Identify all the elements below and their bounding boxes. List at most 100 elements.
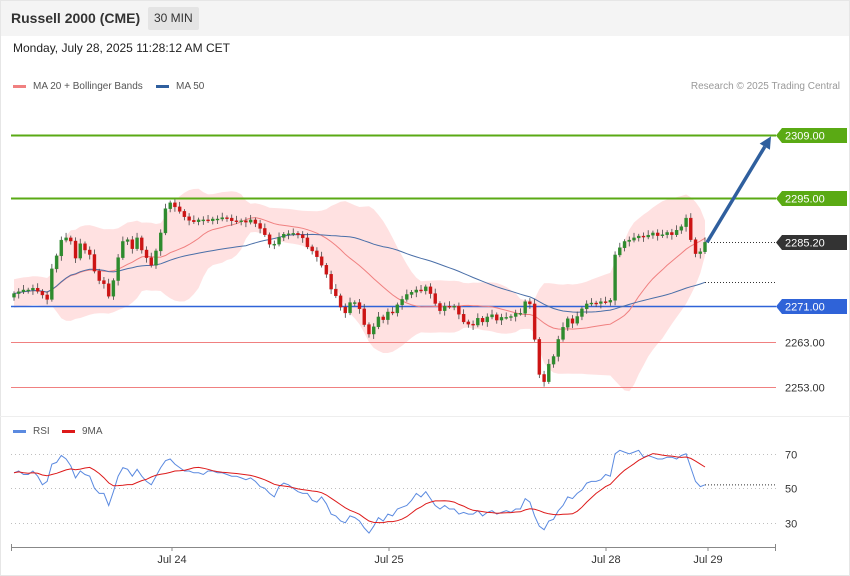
timeframe-badge[interactable]: 30 MIN: [148, 7, 199, 30]
candle-113: [547, 359, 551, 384]
candle-95: [461, 309, 466, 325]
legend-rsi: RSI: [13, 426, 50, 437]
candle-body-66: [324, 265, 329, 275]
candle-body-103: [499, 317, 504, 321]
candle-76: [371, 323, 376, 339]
candle-body-146: [703, 242, 707, 252]
candle-body-104: [504, 317, 508, 319]
candle-125: [603, 296, 608, 305]
candle-body-2: [21, 289, 26, 292]
candle-90: [438, 301, 442, 315]
candle-body-128: [618, 247, 622, 256]
candle-47: [234, 215, 239, 224]
candle-137: [660, 229, 665, 238]
candle-116: [561, 322, 565, 342]
candle-body-64: [315, 250, 319, 257]
candle-45: [225, 215, 229, 222]
candle-29: [149, 252, 153, 268]
candle-body-16: [88, 249, 92, 255]
candle-140: [674, 225, 679, 237]
candle-5: [35, 283, 40, 294]
candle-107: [518, 308, 523, 316]
level-tag-2: [776, 235, 847, 250]
candle-body-38: [192, 220, 196, 222]
candle-82: [400, 295, 404, 310]
candle-115: [556, 335, 560, 362]
candle-87: [424, 284, 428, 295]
candle-body-33: [168, 202, 172, 209]
candle-27: [140, 235, 144, 254]
candle-body-83: [405, 294, 409, 300]
candle-body-106: [513, 313, 518, 317]
arrow-head: [759, 136, 771, 150]
candle-body-14: [78, 243, 82, 259]
candle-32: [163, 203, 168, 236]
candle-body-137: [660, 234, 665, 236]
candle-body-120: [580, 308, 584, 317]
candle-body-7: [45, 294, 49, 300]
candle-100: [485, 313, 489, 327]
candle-31: [159, 229, 163, 256]
candle-body-21: [111, 280, 116, 297]
time-axis: Jul 24 Jul 25 Jul 28 Jul 29: [11, 544, 776, 566]
candle-102: [495, 312, 499, 324]
x-tick-label-3: Jul 29: [693, 554, 722, 566]
candle-135: [651, 230, 655, 239]
candle-body-28: [144, 249, 149, 258]
candle-101: [490, 309, 494, 320]
candle-57: [282, 232, 286, 242]
level-label-4: 2263.00: [785, 338, 825, 350]
level-label-3: 2271.00: [785, 302, 825, 314]
candle-25: [130, 236, 135, 254]
candle-body-115: [556, 339, 560, 357]
candle-54: [267, 232, 272, 248]
candle-132: [637, 233, 641, 242]
candle-144: [693, 237, 698, 258]
candle-body-101: [490, 314, 494, 318]
candle-body-23: [121, 241, 125, 258]
candle-34: [173, 199, 177, 212]
candle-43: [215, 215, 220, 224]
candle-body-140: [674, 230, 679, 235]
candle-124: [599, 298, 603, 309]
candle-body-139: [670, 232, 674, 235]
target-arrow: [705, 136, 771, 244]
candle-body-71: [348, 302, 352, 314]
price-levels: 2309.00 2295.00 2285.20 2271.00 2263.00 2253.…: [11, 128, 847, 395]
candle-22: [116, 254, 120, 286]
candle-134: [646, 230, 650, 240]
candle-128: [618, 242, 622, 258]
candle-body-129: [622, 241, 627, 248]
candle-72: [353, 300, 357, 307]
candle-63: [310, 244, 314, 255]
candle-52: [258, 219, 262, 234]
chart-header: Russell 2000 (CME) 30 MIN: [0, 0, 850, 36]
candle-body-114: [551, 356, 556, 365]
level-label-5: 2253.00: [785, 383, 825, 395]
candle-body-29: [149, 257, 153, 266]
candle-body-69: [338, 295, 343, 308]
candle-36: [182, 209, 187, 221]
candle-body-131: [632, 237, 636, 241]
moving-averages: [13, 217, 706, 330]
candle-body-79: [386, 311, 390, 320]
candle-body-9: [54, 255, 59, 270]
candle-4: [31, 284, 35, 295]
candle-body-86: [419, 289, 423, 292]
bollinger-band-area: [14, 188, 705, 392]
candle-83: [405, 289, 409, 302]
rsi-tick-70: 70: [785, 450, 797, 462]
candle-body-110: [532, 303, 537, 340]
candle-body-43: [215, 218, 220, 221]
candle-body-93: [452, 305, 456, 308]
candle-58: [286, 230, 291, 240]
legend-ma20-label: MA 20 + Bollinger Bands: [33, 81, 143, 92]
candle-136: [655, 229, 660, 241]
candle-body-63: [310, 246, 314, 252]
candle-28: [144, 246, 149, 263]
candle-body-116: [561, 327, 565, 340]
candle-body-122: [589, 302, 594, 305]
candle-body-74: [362, 308, 366, 325]
candle-126: [608, 298, 613, 306]
